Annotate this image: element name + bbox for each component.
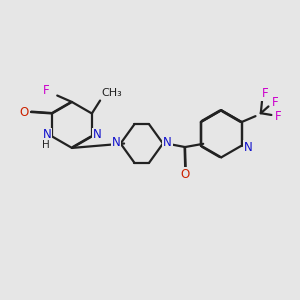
Text: N: N [112,136,121,148]
Text: F: F [272,96,279,109]
Text: F: F [43,84,50,97]
Text: N: N [244,141,253,154]
Text: O: O [180,168,190,181]
Text: CH₃: CH₃ [101,88,122,98]
Text: N: N [42,128,51,142]
Text: N: N [163,136,172,148]
Text: F: F [262,87,268,100]
Text: N: N [93,128,101,142]
Text: H: H [42,140,50,150]
Text: F: F [275,110,282,123]
Text: O: O [20,106,29,118]
